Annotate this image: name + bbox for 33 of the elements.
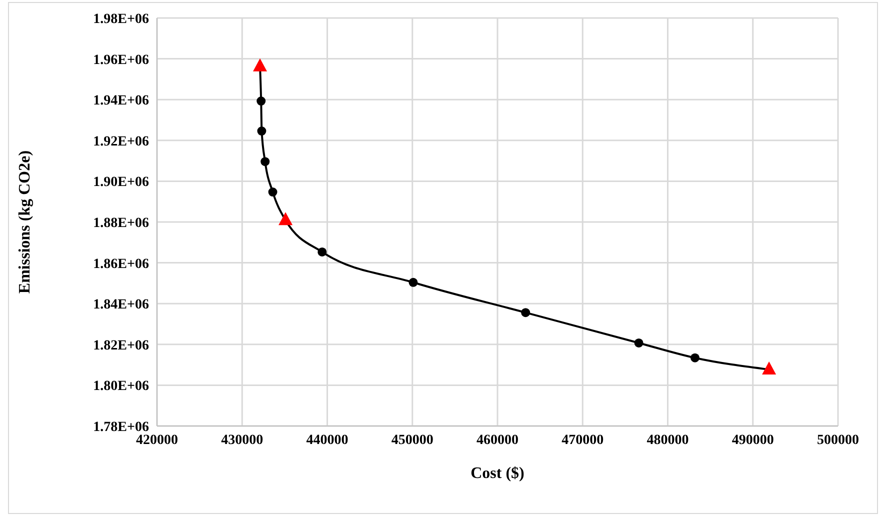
point bbox=[690, 353, 700, 362]
x-tick-label: 490000 bbox=[732, 432, 774, 448]
x-tick-label: 420000 bbox=[136, 432, 178, 448]
x-tick-label: 470000 bbox=[562, 432, 604, 448]
x-axis-title: Cost ($) bbox=[470, 465, 524, 482]
y-tick-label: 1.84E+06 bbox=[93, 298, 149, 313]
point bbox=[318, 247, 327, 256]
point bbox=[278, 212, 293, 226]
point bbox=[634, 338, 644, 348]
point bbox=[257, 126, 266, 136]
y-tick-label: 1.82E+06 bbox=[93, 338, 149, 354]
point bbox=[256, 96, 266, 106]
point bbox=[521, 308, 530, 318]
y-tick-label: 1.88E+06 bbox=[93, 216, 149, 231]
x-tick-label: 500000 bbox=[817, 432, 859, 448]
x-tick-label: 430000 bbox=[221, 432, 264, 448]
y-tick-label: 1.94E+06 bbox=[93, 94, 149, 109]
y-tick-label: 1.98E+06 bbox=[93, 12, 149, 27]
point bbox=[268, 188, 278, 197]
y-tick-label: 1.80E+06 bbox=[93, 379, 149, 394]
x-tick-label: 450000 bbox=[391, 432, 434, 448]
y-tick-label: 1.78E+06 bbox=[93, 420, 149, 435]
x-tick-label: 480000 bbox=[646, 432, 689, 448]
point bbox=[762, 361, 776, 374]
y-tick-label: 1.92E+06 bbox=[93, 134, 149, 150]
x-tick-label: 460000 bbox=[476, 432, 518, 448]
point bbox=[260, 157, 270, 166]
y-tick-label: 1.96E+06 bbox=[93, 52, 149, 68]
point bbox=[408, 278, 418, 287]
y-axis-title: Emissions (kg CO2e) bbox=[16, 150, 34, 294]
y-tick-label: 1.90E+06 bbox=[93, 175, 149, 190]
x-tick-label: 440000 bbox=[306, 432, 348, 448]
y-tick-label: 1.86E+06 bbox=[93, 256, 149, 272]
